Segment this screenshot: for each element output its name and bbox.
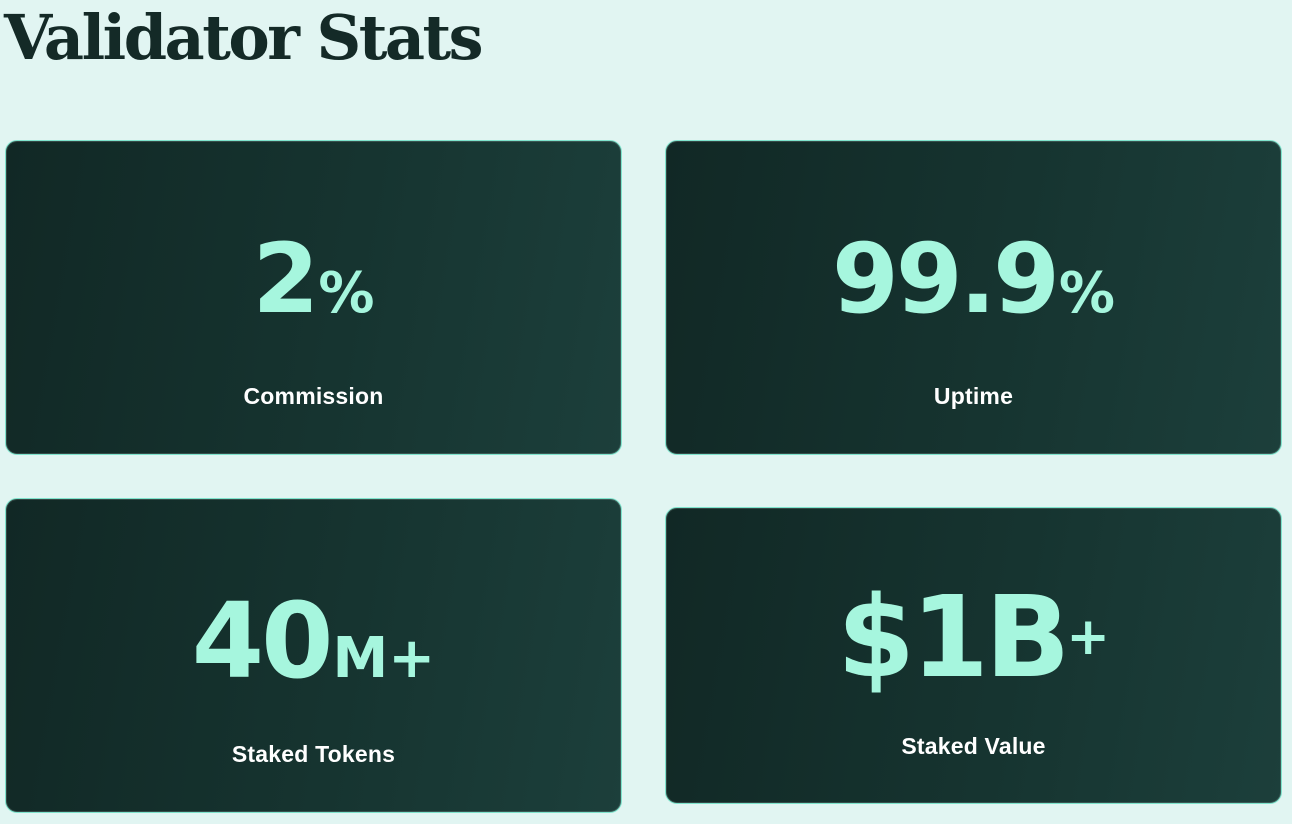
stat-number: 99.9 [832, 223, 1060, 335]
stat-number: 2 [252, 223, 320, 335]
stat-card-commission: 2% Commission [5, 140, 622, 455]
stat-suffix: M+ [332, 626, 436, 691]
stat-suffix: % [318, 261, 375, 326]
stat-value: 2% [6, 231, 621, 327]
stat-card-staked-value: $1B+ Staked Value [665, 507, 1282, 804]
stat-suffix: + [1066, 607, 1110, 667]
stat-label: Staked Tokens [231, 741, 396, 767]
stat-card-staked-tokens: 40M+ Staked Tokens [5, 498, 622, 813]
stat-number: $1B [837, 573, 1070, 703]
stat-label: Uptime [933, 383, 1014, 409]
stat-value: 40M+ [6, 589, 621, 693]
stat-label: Staked Value [901, 733, 1046, 759]
stat-card-uptime: 99.9% Uptime [665, 140, 1282, 455]
stat-label: Commission [243, 383, 384, 409]
stat-number: 40 [191, 580, 334, 702]
stat-suffix: % [1058, 261, 1115, 326]
stat-value: 99.9% [666, 231, 1281, 327]
stat-value: $1B+ [666, 582, 1281, 694]
page-title: Validator Stats [4, 1, 484, 74]
